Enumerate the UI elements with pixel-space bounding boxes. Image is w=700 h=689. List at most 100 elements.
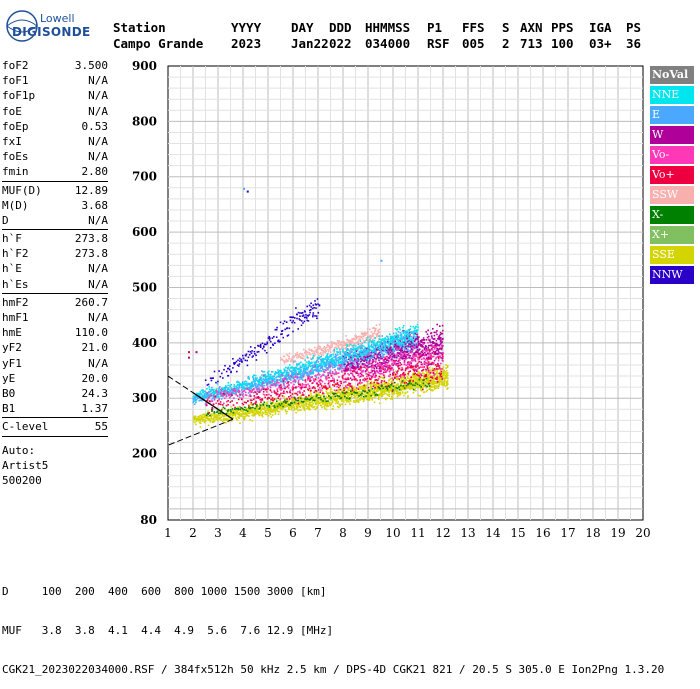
trace-point [326, 396, 328, 398]
trace-point [264, 404, 266, 406]
trace-point [369, 329, 371, 331]
trace-point [403, 358, 405, 360]
trace-point [407, 391, 409, 393]
trace-point [361, 396, 363, 398]
trace-point [271, 409, 273, 411]
trace-point [272, 376, 274, 378]
trace-point [427, 333, 429, 335]
trace-point [268, 374, 270, 376]
trace-point [375, 328, 377, 330]
trace-point [414, 334, 416, 336]
trace-point [305, 402, 307, 404]
x-tick-label: 20 [635, 526, 650, 540]
trace-point [270, 376, 272, 378]
trace-point [240, 384, 242, 386]
trace-point [440, 337, 442, 339]
trace-point [208, 386, 210, 388]
trace-point [276, 399, 278, 401]
trace-point [306, 367, 308, 369]
trace-point [338, 347, 340, 349]
trace-point [288, 368, 290, 370]
trace-point [253, 378, 255, 380]
trace-point [335, 398, 337, 400]
trace-point [330, 351, 332, 353]
trace-point [238, 384, 240, 386]
trace-point [342, 351, 344, 353]
trace-point [193, 395, 195, 397]
trace-point [232, 417, 234, 419]
trace-point [280, 357, 282, 359]
trace-point [231, 406, 233, 408]
trace-point [218, 396, 220, 398]
trace-point [373, 373, 375, 375]
trace-point [320, 401, 322, 403]
trace-point [196, 417, 198, 419]
trace-point [353, 354, 355, 356]
trace-point [354, 351, 356, 353]
trace-point [262, 407, 264, 409]
trace-point [350, 377, 352, 379]
trace-point [434, 335, 436, 337]
trace-point [228, 382, 230, 384]
trace-point [203, 392, 205, 394]
trace-point [305, 372, 307, 374]
trace-point [256, 377, 258, 379]
trace-point [210, 389, 212, 391]
trace-point [330, 390, 332, 392]
trace-point [250, 404, 252, 406]
trace-point [318, 345, 320, 347]
trace-point [299, 409, 301, 411]
trace-point [360, 358, 362, 360]
trace-point [337, 354, 339, 356]
trace-point [357, 397, 359, 399]
trace-point [297, 352, 299, 354]
trace-point [276, 376, 278, 378]
trace-point [434, 381, 436, 383]
trace-point [446, 388, 448, 390]
trace-point [220, 416, 222, 418]
trace-point [348, 396, 350, 398]
trace-point [381, 358, 383, 360]
trace-point [348, 341, 350, 343]
trace-point [271, 416, 273, 418]
trace-point [426, 389, 428, 391]
trace-point [258, 384, 260, 386]
trace-point [431, 335, 433, 337]
trace-point [272, 405, 274, 407]
trace-point [321, 407, 323, 409]
trace-point [353, 352, 355, 354]
trace-point [336, 348, 338, 350]
trace-point [441, 381, 443, 383]
trace-point [362, 345, 364, 347]
trace-point [278, 371, 280, 373]
trace-point [359, 346, 361, 348]
trace-point [239, 423, 241, 425]
trace-point [408, 341, 410, 343]
trace-point [212, 415, 214, 417]
trace-point [245, 384, 247, 386]
trace-point [349, 358, 351, 360]
trace-point [267, 412, 269, 414]
trace-point [207, 411, 209, 413]
trace-point [333, 354, 335, 356]
trace-point [438, 351, 440, 353]
x-tick-label: 5 [264, 526, 272, 540]
trace-point [317, 404, 319, 406]
trace-point [306, 405, 308, 407]
trace-point [390, 346, 392, 348]
trace-point [333, 405, 335, 407]
trace-point [400, 338, 402, 340]
trace-point [371, 397, 373, 399]
trace-point [365, 347, 367, 349]
trace-point [369, 366, 371, 368]
trace-point [413, 331, 415, 333]
trace-point [435, 387, 437, 389]
trace-point [285, 405, 287, 407]
trace-point [362, 357, 364, 359]
trace-point [266, 402, 268, 404]
trace-point [387, 342, 389, 344]
trace-point [428, 380, 430, 382]
trace-point [259, 380, 261, 382]
trace-point [442, 338, 444, 340]
trace-point [321, 364, 323, 366]
